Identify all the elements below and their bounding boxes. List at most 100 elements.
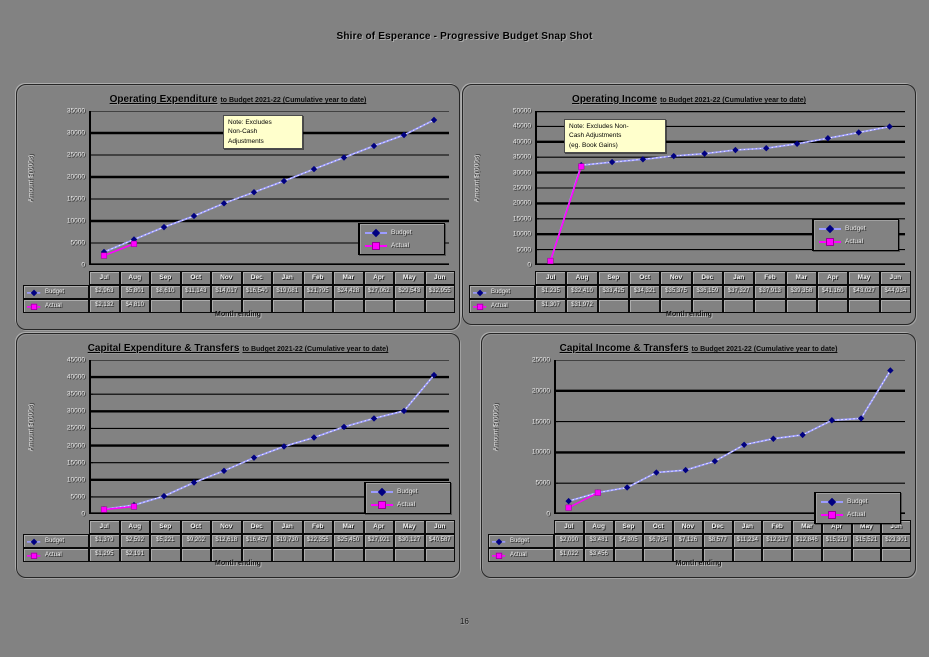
month-header-cell: Jul: [89, 520, 120, 534]
budget-data-point: [711, 457, 719, 465]
actual-series-marker-icon: [821, 510, 843, 519]
month-header-cell: Jul: [89, 271, 120, 285]
y-tick-label: 10000: [531, 448, 550, 456]
budget-series-marker-icon: [821, 497, 843, 506]
budget-value-cell: $15,521: [851, 534, 882, 548]
chart-plot-zone: Amount $('000s) 0 5000 10000 15000 20000 2500…: [23, 105, 453, 269]
y-tick-label: 40000: [512, 138, 531, 146]
budget-data-point: [857, 415, 865, 422]
legend-item-budget: Budget: [365, 226, 439, 239]
budget-data-point: [799, 431, 806, 439]
month-header-cell: May: [394, 271, 425, 285]
y-tick-label: 15000: [66, 195, 85, 203]
actual-data-point: [130, 240, 138, 247]
budget-value-cell: $34,321: [629, 285, 661, 299]
budget-value-cell: $12,217: [762, 534, 792, 548]
month-header-cell: Sep: [150, 271, 181, 285]
row-header-label: Actual: [510, 551, 527, 558]
budget-value-cell: $43,027: [848, 285, 880, 299]
budget-row-header: Budget: [23, 534, 89, 548]
y-tick-label: 25000: [531, 356, 550, 364]
y-tick-label: 10000: [66, 217, 85, 225]
month-header-cell: Jan: [723, 271, 755, 285]
chart-title-sub: to Budget 2021-22 (Cumulative year to da…: [691, 346, 838, 353]
legend: Budget Actual: [364, 482, 451, 514]
budget-value-cell: $22,356: [302, 534, 333, 548]
actual-value-cell: [424, 299, 455, 313]
row-header-label: Budget: [45, 537, 65, 544]
x-axis-title: Month ending: [675, 560, 722, 567]
month-header-cell: Dec: [702, 520, 733, 534]
legend-label: Actual: [845, 238, 864, 245]
month-header-cell: Feb: [302, 271, 333, 285]
plot-area: [554, 360, 905, 514]
legend-item-budget: Budget: [371, 485, 445, 498]
budget-data-point: [220, 467, 228, 475]
budget-data-point: [701, 150, 708, 157]
actual-value-cell: [732, 548, 763, 562]
budget-data-point: [400, 407, 408, 415]
budget-value-cell: $19,081: [272, 285, 303, 299]
budget-data-point: [763, 145, 770, 152]
x-axis-title: Month ending: [666, 311, 712, 318]
y-tick-label: 25000: [66, 151, 85, 159]
budget-value-cell: $32,410: [566, 285, 598, 299]
actual-data-point: [130, 503, 138, 510]
budget-data-point: [190, 479, 198, 486]
budget-row-header: Budget: [469, 285, 535, 299]
budget-value-cell: $30,127: [394, 534, 425, 548]
y-tick-label: 30000: [512, 169, 531, 177]
actual-value-cell: [817, 299, 849, 313]
chart-title-main: Operating Expenditure: [109, 94, 218, 105]
budget-data-point: [280, 177, 288, 185]
budget-data-point: [340, 154, 348, 161]
legend-label: Budget: [397, 488, 418, 495]
y-tick-label: 25000: [66, 424, 85, 432]
chart-title-main: Capital Expenditure & Transfers: [87, 343, 240, 354]
y-axis-ticks: 0 5000 10000 15000 20000 25000: [508, 356, 550, 518]
month-header-cell: Aug: [119, 520, 150, 534]
actual-value-cell: [754, 299, 786, 313]
budget-value-cell: $39,358: [785, 285, 817, 299]
budget-value-cell: $41,160: [817, 285, 849, 299]
month-header-cell: Mar: [333, 520, 364, 534]
month-header-cell: Jul: [554, 520, 584, 534]
legend: Budget Actual: [812, 219, 899, 251]
row-header-label: Budget: [45, 288, 65, 295]
actual-value-cell: [363, 548, 394, 562]
chart-panel-operating-expenditure: Operating Expenditure to Budget 2021-22 (…: [16, 84, 460, 330]
y-tick-label: 20000: [66, 442, 85, 450]
budget-data-point: [310, 434, 318, 441]
budget-line: [103, 119, 435, 253]
budget-value-cell: $32,955: [424, 285, 455, 299]
legend-item-budget: Budget: [821, 495, 895, 508]
y-tick-label: 40000: [66, 373, 85, 381]
actual-value-cell: $31,972: [566, 299, 598, 313]
month-header-cell: Jun: [424, 520, 455, 534]
budget-value-cell: $14,017: [211, 285, 242, 299]
budget-data-point: [886, 123, 893, 130]
month-header-cell: Apr: [363, 520, 394, 534]
budget-value-cell: $1,379: [89, 534, 120, 548]
actual-value-cell: [180, 299, 211, 313]
budget-data-point: [430, 371, 438, 379]
actual-data-point: [100, 506, 108, 513]
month-header-cell: Jan: [272, 520, 303, 534]
y-tick-label: 0: [81, 261, 85, 269]
budget-data-point: [430, 116, 438, 124]
budget-value-cell: $37,913: [754, 285, 786, 299]
row-header-label: Actual: [45, 551, 62, 558]
budget-value-cell: $24,428: [333, 285, 364, 299]
month-header-cell: Nov: [660, 271, 692, 285]
actual-value-cell: [394, 548, 425, 562]
budget-data-point: [623, 484, 631, 491]
note-line: Note: Excludes: [228, 119, 272, 126]
row-header-label: Budget: [510, 537, 530, 544]
budget-data-point: [280, 443, 288, 450]
budget-value-cell: $6,734: [643, 534, 673, 548]
actual-value-cell: [691, 299, 723, 313]
y-tick-label: 30000: [66, 129, 85, 137]
chart-title: Operating Expenditure to Budget 2021-22 (…: [17, 89, 459, 107]
budget-data-point: [250, 454, 258, 461]
